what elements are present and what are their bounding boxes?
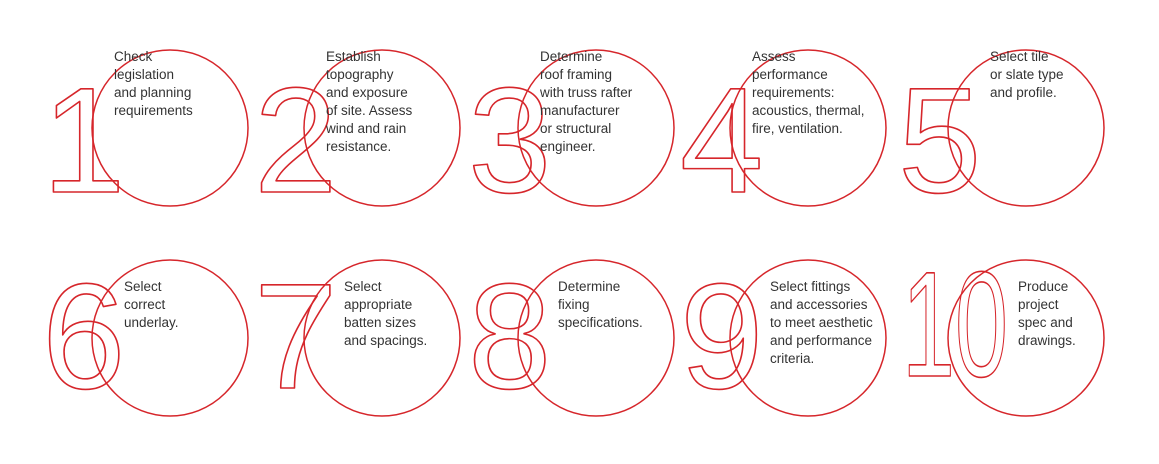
step-8: 8 Determine fixing specifications.: [467, 251, 692, 426]
step-9-graphic: 9: [679, 251, 887, 421]
step-7-number: 7: [254, 252, 337, 420]
step-4-number: 4: [680, 56, 763, 224]
step-5-number: 5: [898, 56, 981, 224]
step-7-circle: [303, 259, 461, 417]
step-2-circle: [303, 49, 461, 207]
step-2-graphic: 2: [253, 49, 461, 225]
step-3: 3 Determine roof framing with truss raft…: [467, 46, 692, 225]
step-8-number: 8: [468, 252, 551, 420]
step-5-text: Select tile or slate type and profile.: [990, 49, 1064, 100]
step-4: 4 Assess performance requirements: acous…: [679, 46, 904, 225]
step-10-number: 10: [902, 240, 1008, 408]
step-8-text: Determine fixing specifications.: [558, 279, 643, 330]
step-1-number: 1: [42, 56, 125, 224]
step-6-text: Select correct underlay.: [124, 279, 179, 330]
step-3-graphic: 3: [467, 49, 675, 225]
step-1-text: Check legislation and planning requireme…: [114, 49, 193, 118]
step-5-graphic: 5: [897, 49, 1105, 225]
step-4-circle: [729, 49, 887, 207]
step-2: 2 Establish topography and exposure of s…: [253, 46, 478, 225]
step-3-number: 3: [468, 56, 551, 224]
step-7-text: Select appropriate batten sizes and spac…: [344, 279, 428, 348]
step-3-circle: [517, 49, 675, 207]
step-1: 1 Check legislation and planning require…: [41, 46, 266, 225]
step-10-text: Produce project spec and drawings.: [1018, 279, 1076, 348]
step-10-circle: [947, 259, 1105, 417]
step-5: 5 Select tile or slate type and profile.: [897, 46, 1122, 225]
step-5-circle: [947, 49, 1105, 207]
step-7-graphic: 7: [253, 251, 461, 421]
step-9-circle: [729, 259, 887, 417]
step-9: 9 Select fittings and accessories to mee…: [679, 251, 904, 426]
step-10: 10 Produce project spec and drawings.: [901, 239, 1122, 426]
step-6-number: 6: [42, 252, 125, 420]
step-3-text: Determine roof framing with truss rafter…: [540, 49, 633, 154]
step-8-circle: [517, 259, 675, 417]
step-6-circle: [91, 259, 249, 417]
step-6-graphic: 6: [41, 251, 249, 421]
step-9-text: Select fittings and accessories to meet …: [770, 279, 873, 366]
step-8-graphic: 8: [467, 251, 675, 421]
step-7: 7 Select appropriate batten sizes and sp…: [253, 251, 478, 426]
step-1-graphic: 1: [41, 49, 249, 225]
step-2-text: Establish topography and exposure of sit…: [326, 49, 413, 154]
step-6: 6 Select correct underlay.: [41, 251, 266, 426]
step-1-circle: [91, 49, 249, 207]
step-9-number: 9: [680, 252, 763, 420]
step-10-graphic: 10: [901, 239, 1105, 417]
step-4-graphic: 4: [679, 49, 887, 225]
step-4-text: Assess performance requirements: acousti…: [752, 49, 865, 136]
step-2-number: 2: [254, 56, 337, 224]
